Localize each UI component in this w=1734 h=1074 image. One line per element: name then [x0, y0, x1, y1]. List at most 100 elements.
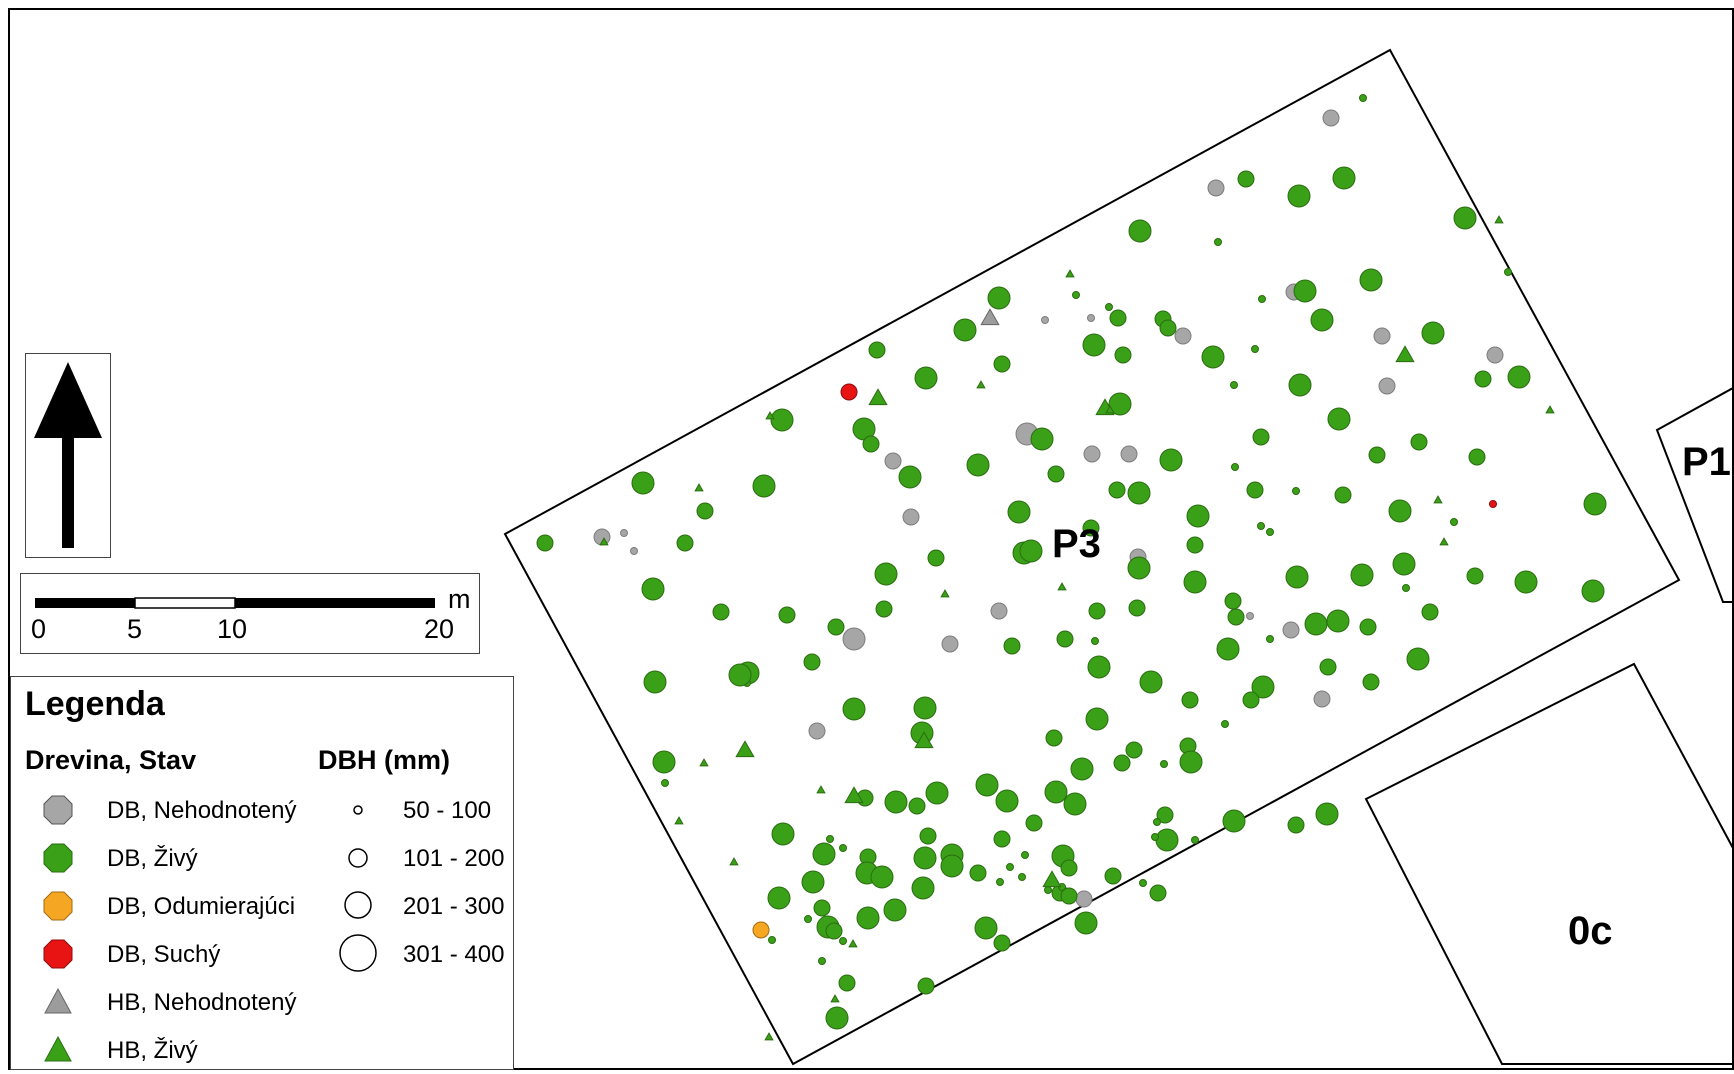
tree-marker-db-zivy[interactable]	[1021, 851, 1029, 859]
tree-marker-db-nehodnoteny[interactable]	[884, 452, 902, 470]
tree-marker-db-zivy[interactable]	[804, 915, 812, 923]
tree-marker-db-zivy[interactable]	[1127, 481, 1151, 505]
tree-marker-db-zivy[interactable]	[1392, 552, 1416, 576]
tree-marker-db-zivy[interactable]	[1186, 536, 1204, 554]
tree-marker-hb-zivy[interactable]	[1057, 582, 1067, 591]
tree-marker-hb-zivy[interactable]	[848, 939, 858, 948]
tree-marker-db-zivy[interactable]	[1466, 567, 1484, 585]
tree-marker-hb-zivy[interactable]	[699, 758, 709, 767]
tree-marker-db-zivy[interactable]	[1003, 637, 1021, 655]
tree-marker-db-zivy[interactable]	[1104, 867, 1122, 885]
tree-marker-db-zivy[interactable]	[1251, 675, 1275, 699]
tree-marker-db-zivy[interactable]	[1018, 873, 1026, 881]
tree-marker-db-zivy[interactable]	[1504, 268, 1512, 276]
tree-marker-db-zivy[interactable]	[1151, 833, 1159, 841]
tree-marker-hb-zivy[interactable]	[1395, 345, 1415, 363]
tree-marker-hb-zivy[interactable]	[729, 857, 739, 866]
tree-marker-db-zivy[interactable]	[1139, 670, 1163, 694]
tree-marker-db-zivy[interactable]	[1257, 522, 1265, 530]
tree-marker-db-zivy[interactable]	[1388, 499, 1412, 523]
tree-marker-db-zivy[interactable]	[1006, 863, 1014, 871]
tree-marker-db-zivy[interactable]	[1072, 291, 1080, 299]
tree-marker-hb-zivy[interactable]	[764, 1032, 774, 1041]
tree-marker-db-zivy[interactable]	[913, 846, 937, 870]
tree-marker-db-zivy[interactable]	[661, 779, 669, 787]
tree-marker-db-zivy[interactable]	[993, 355, 1011, 373]
tree-marker-db-nehodnoteny[interactable]	[1083, 445, 1101, 463]
tree-marker-db-zivy[interactable]	[839, 937, 847, 945]
tree-marker-db-zivy[interactable]	[1406, 647, 1430, 671]
tree-marker-db-zivy[interactable]	[1288, 373, 1312, 397]
tree-marker-db-zivy[interactable]	[1127, 556, 1151, 580]
tree-marker-db-zivy[interactable]	[728, 663, 752, 687]
tree-marker-hb-zivy[interactable]	[674, 816, 684, 825]
tree-marker-hb-zivy[interactable]	[1105, 405, 1115, 414]
tree-marker-db-zivy[interactable]	[953, 318, 977, 342]
tree-marker-db-zivy[interactable]	[1326, 609, 1350, 633]
tree-marker-db-nehodnoteny[interactable]	[1246, 612, 1254, 620]
tree-marker-db-nehodnoteny[interactable]	[941, 635, 959, 653]
tree-marker-db-zivy[interactable]	[1304, 612, 1328, 636]
tree-marker-db-zivy[interactable]	[1246, 481, 1264, 499]
tree-marker-db-zivy[interactable]	[898, 465, 922, 489]
tree-marker-db-zivy[interactable]	[1583, 492, 1607, 516]
tree-marker-db-nehodnoteny[interactable]	[630, 547, 638, 555]
tree-marker-hb-zivy[interactable]	[816, 785, 826, 794]
tree-marker-db-zivy[interactable]	[1156, 806, 1174, 824]
tree-marker-db-zivy[interactable]	[1044, 780, 1068, 804]
tree-marker-db-zivy[interactable]	[975, 773, 999, 797]
tree-marker-db-zivy[interactable]	[969, 864, 987, 882]
tree-marker-db-zivy[interactable]	[883, 898, 907, 922]
tree-marker-db-nehodnoteny[interactable]	[1373, 327, 1391, 345]
tree-marker-hb-zivy[interactable]	[1433, 495, 1443, 504]
tree-marker-db-zivy[interactable]	[1160, 760, 1168, 768]
tree-marker-db-zivy[interactable]	[1030, 427, 1054, 451]
tree-marker-db-zivy[interactable]	[712, 603, 730, 621]
tree-marker-db-zivy[interactable]	[1108, 392, 1132, 416]
tree-marker-db-zivy[interactable]	[917, 977, 935, 995]
tree-marker-db-zivy[interactable]	[1453, 206, 1477, 230]
tree-marker-db-zivy[interactable]	[1242, 691, 1260, 709]
tree-marker-db-zivy[interactable]	[987, 286, 1011, 310]
tree-marker-hb-zivy[interactable]	[914, 731, 934, 749]
tree-marker-db-nehodnoteny[interactable]	[1282, 621, 1300, 639]
tree-marker-hb-zivy[interactable]	[1065, 269, 1075, 278]
tree-marker-hb-nehodnoteny[interactable]	[980, 308, 1000, 326]
tree-marker-db-zivy[interactable]	[1044, 886, 1052, 894]
tree-marker-db-zivy[interactable]	[1514, 570, 1538, 594]
tree-marker-hb-zivy[interactable]	[940, 589, 950, 598]
tree-marker-db-zivy[interactable]	[1025, 814, 1043, 832]
tree-marker-db-zivy[interactable]	[1082, 519, 1100, 537]
tree-marker-db-zivy[interactable]	[1125, 741, 1143, 759]
tree-marker-db-zivy[interactable]	[1581, 579, 1605, 603]
tree-marker-db-zivy[interactable]	[856, 906, 880, 930]
tree-marker-db-zivy[interactable]	[1085, 707, 1109, 731]
tree-marker-db-suchy[interactable]	[840, 383, 858, 401]
tree-marker-db-zivy[interactable]	[818, 957, 826, 965]
tree-marker-hb-zivy[interactable]	[868, 388, 888, 406]
tree-marker-db-zivy[interactable]	[643, 670, 667, 694]
tree-marker-db-zivy[interactable]	[1292, 487, 1300, 495]
tree-marker-db-zivy[interactable]	[812, 842, 836, 866]
tree-marker-db-zivy[interactable]	[1402, 584, 1410, 592]
tree-marker-db-zivy[interactable]	[826, 835, 834, 843]
tree-marker-db-nehodnoteny[interactable]	[1378, 377, 1396, 395]
tree-marker-db-nehodnoteny[interactable]	[808, 722, 826, 740]
tree-marker-db-zivy[interactable]	[1252, 428, 1270, 446]
tree-marker-db-zivy[interactable]	[1450, 518, 1458, 526]
tree-marker-db-zivy[interactable]	[1153, 818, 1161, 826]
tree-marker-db-zivy[interactable]	[767, 886, 791, 910]
tree-marker-db-zivy[interactable]	[825, 922, 843, 940]
tree-marker-db-zivy[interactable]	[803, 653, 821, 671]
tree-marker-db-zivy[interactable]	[1327, 407, 1351, 431]
tree-marker-db-zivy[interactable]	[1091, 637, 1099, 645]
tree-marker-db-nehodnoteny[interactable]	[842, 627, 866, 651]
tree-marker-db-zivy[interactable]	[1047, 465, 1065, 483]
tree-marker-db-zivy[interactable]	[919, 827, 937, 845]
tree-marker-db-nehodnoteny[interactable]	[1174, 327, 1192, 345]
tree-marker-db-zivy[interactable]	[1113, 754, 1131, 772]
tree-marker-db-nehodnoteny[interactable]	[1313, 690, 1331, 708]
tree-marker-hb-zivy[interactable]	[976, 380, 986, 389]
tree-marker-db-zivy[interactable]	[1266, 528, 1274, 536]
tree-marker-db-zivy[interactable]	[1087, 655, 1111, 679]
